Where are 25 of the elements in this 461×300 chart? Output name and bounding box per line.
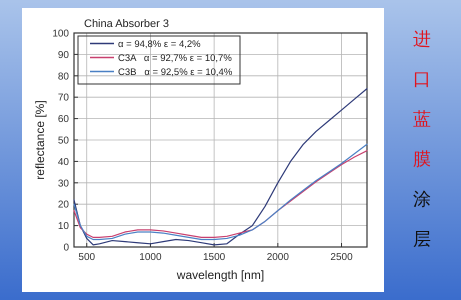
- x-tick-label: 500: [78, 252, 96, 263]
- line-series: [73, 88, 368, 246]
- legend-label: C3A α = 92,7% ε = 10,7%: [118, 53, 232, 64]
- y-tick-label: 70: [58, 92, 70, 104]
- y-tick-label: 50: [58, 136, 70, 146]
- y-tick-label: 30: [58, 178, 70, 190]
- y-tick-label: 20: [58, 200, 70, 211]
- y-tick-label: 100: [52, 28, 70, 40]
- x-tick-label: 1000: [139, 252, 162, 263]
- y-tick-label: 0: [63, 242, 70, 254]
- chart-title: China Absorber 3: [84, 18, 169, 30]
- y-tick-label: 90: [58, 50, 70, 61]
- legend-label: α = 94,8% ε = 4,2%: [118, 39, 202, 50]
- x-tick-label: 2500: [330, 252, 354, 263]
- x-tick-label: 2000: [266, 252, 290, 263]
- y-tick-label: 40: [58, 156, 70, 168]
- x-tick-label: 1500: [203, 252, 226, 263]
- x-axis-title: wavelength [nm]: [176, 268, 264, 282]
- text: 涂层: [413, 189, 431, 250]
- y-tick-label: 10: [58, 221, 70, 232]
- y-axis-title: reflectance [%]: [33, 100, 47, 180]
- y-tick-label: 60: [58, 114, 70, 126]
- y-tick-label: 80: [58, 71, 70, 82]
- text: 进口蓝膜: [413, 29, 431, 170]
- legend-label: C3B α = 92,5% ε = 10,4%: [118, 67, 233, 78]
